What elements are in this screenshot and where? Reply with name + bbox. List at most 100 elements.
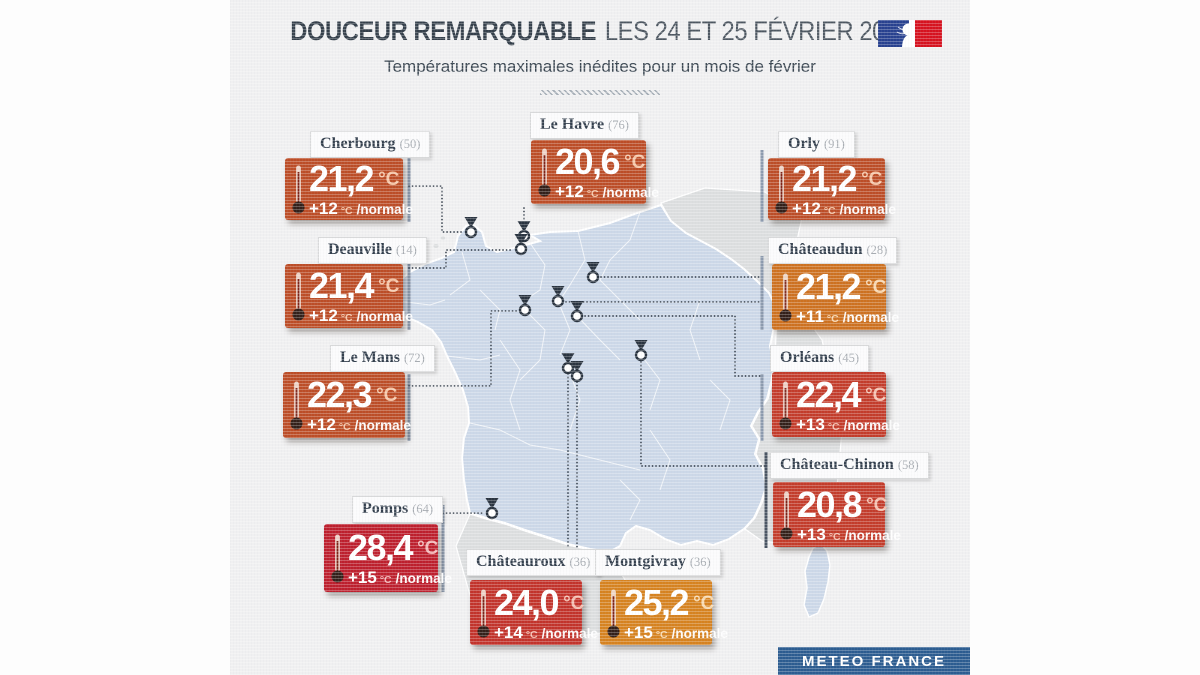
map-marker-icon [634,340,648,362]
anomaly-value: +12 [309,306,338,325]
temperature-card: 28,4 °C +15 °C/normale [324,524,452,592]
temperature-unit: °C [417,538,439,559]
normale-label: /normale [354,418,411,433]
department-borders [389,211,731,521]
normale-label: /normale [671,625,728,641]
normale-label: /normale [839,202,896,217]
temperature-value: 20,6 [555,141,621,182]
anomaly-value: +12 [309,199,338,218]
city-label: Deauville (14) [318,237,427,264]
dotted-divider [540,90,660,95]
anomaly-value: +12 [307,415,336,434]
city-name: Pomps [362,500,409,517]
normale-label: /normale [395,571,452,586]
department-number: (14) [396,243,417,257]
temperature-card: 20,6 °C +12 °C/normale [531,140,659,204]
temperature-unit: °C [865,384,887,406]
card-body: 22,3 °C +12 °C/normale [307,374,411,434]
dotted-connector [576,381,596,561]
anomaly-unit: °C [379,574,392,586]
city-label: Orly (91) [778,131,855,158]
normale-label: /normale [842,310,899,325]
temperature-value: 22,3 [307,374,373,415]
thermometer-icon [779,273,792,322]
temperature-unit: °C [693,592,715,614]
city-name: Deauville [328,241,392,258]
temperature-unit: °C [866,494,888,516]
card-body: 22,4 °C +13 °C/normale [796,373,900,434]
temperature-card: 25,2 °C +15 °C/normale [600,580,728,645]
city-name: Orléans [780,349,835,366]
temperature-value: 28,4 [348,527,414,568]
anomaly-value: +11 [796,307,824,326]
thermometer-icon [780,491,793,539]
city-label: Châteaudun (28) [768,237,898,264]
department-number: (91) [824,137,845,151]
thermometer-icon [775,165,788,214]
anomaly-value: +15 [348,568,377,587]
normale-label: /normale [843,417,900,433]
city-name: Châteaudun [778,241,863,258]
anomaly-value: +13 [796,414,825,434]
normale-label: /normale [844,527,901,543]
map-marker-icon [464,217,478,239]
anomaly-unit: °C [338,421,351,433]
normale-label: /normale [541,625,598,641]
department-number: (58) [897,458,919,472]
department-number: (50) [399,137,421,151]
normale-label: /normale [602,185,659,200]
temperature-value: 22,4 [796,373,862,415]
temperature-unit: °C [624,152,646,173]
card-body: 21,2 °C +12 °C/normale [309,158,413,218]
city-label: Châteauroux (36) [466,549,601,576]
card-body: 24,0 °C +14 °C/normale [494,584,598,641]
city-name: Le Mans [340,349,400,366]
temperature-value: 21,2 [792,158,858,199]
anomaly-value: +13 [797,524,826,544]
temperature-unit: °C [378,169,400,190]
temperature-unit: °C [861,169,883,190]
dotted-connector [408,310,518,387]
card-body: 21,2 °C +11 °C/normale [796,266,899,326]
thermometer-icon [779,381,792,429]
map-marker-icon [514,234,528,256]
header-title: DOUCEUR REMARQUABLE LES 24 ET 25 FÉVRIER … [230,16,970,47]
department-number: (76) [608,118,629,132]
map-marker-icon [518,295,532,317]
dotted-connector [640,361,767,467]
dotted-connector [408,249,514,269]
dotted-connector [408,185,464,233]
city-name: Château-Chinon [780,456,894,473]
subtitle: Températures maximales inédites pour un … [384,57,816,76]
temperature-card: 21,2 °C +12 °C/normale [768,158,896,220]
card-body: 28,4 °C +15 °C/normale [348,527,452,587]
temperature-value: 21,2 [309,158,375,199]
card-body: 20,8 °C +13 °C/normale [797,486,901,544]
temperature-value: 21,2 [796,266,862,307]
city-label: Château-Chinon (58) [770,452,929,479]
anomaly-unit: °C [340,205,353,217]
thermometer-icon [292,272,305,321]
card-body: 25,2 °C +15 °C/normale [624,581,728,642]
temperature-card: 20,8 °C +13 °C/normale [773,482,901,547]
temperature-value: 25,2 [624,581,690,623]
map-marker-icon [570,301,584,323]
corsica-outline [803,543,831,618]
city-label: Orléans (45) [770,345,870,372]
anomaly-unit: °C [827,420,840,433]
anomaly-value: +15 [624,622,653,642]
france-government-logo-icon [878,20,942,47]
thermometer-icon [477,589,490,637]
anomaly-unit: °C [525,628,538,641]
anomaly-value: +12 [792,199,821,218]
temperature-card: 22,3 °C +12 °C/normale [283,372,411,438]
normale-label: /normale [356,309,413,324]
card-body: 21,4 °C +12 °C/normale [309,268,413,325]
temperature-card: 21,4 °C +12 °C/normale [285,264,413,328]
normale-label: /normale [356,202,413,217]
temperature-unit: °C [378,276,400,297]
anomaly-unit: °C [828,530,841,543]
map-marker-icon [485,498,499,520]
temperature-unit: °C [865,277,887,298]
